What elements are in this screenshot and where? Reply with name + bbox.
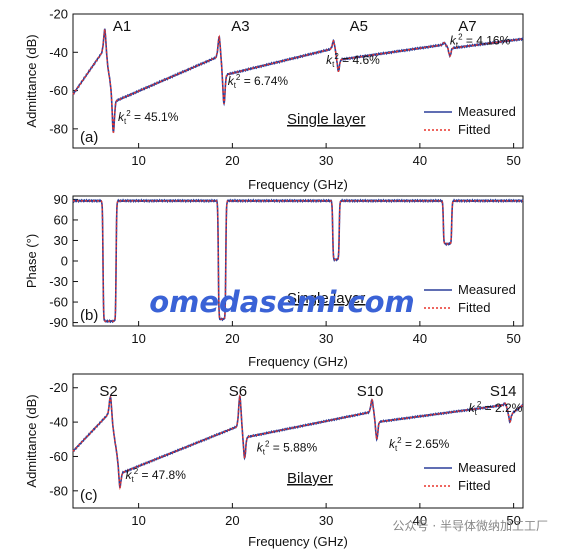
panel-a-xlabel: Frequency (GHz) — [248, 177, 348, 192]
mode-label: A5 — [350, 18, 368, 35]
y-tick-label: -30 — [49, 274, 68, 289]
mode-label: S10 — [357, 383, 384, 400]
panel-a-ylabel: Admittance (dB) — [24, 34, 39, 127]
x-tick-label: 30 — [319, 513, 333, 528]
panel-b-legend: Measured Fitted — [424, 282, 516, 315]
y-tick-label: -20 — [49, 380, 68, 395]
panel-c-frame — [72, 373, 524, 509]
panel-a: 10 20 30 40 50 -20 -40 -60 -80 A1 kt2 = 45.1% A3 kt… — [24, 7, 524, 192]
legend-measured-label: Measured — [458, 104, 516, 119]
panel-c-legend: Measured Fitted — [424, 460, 516, 493]
panel-a-fitted-line — [72, 29, 524, 134]
y-tick-label: -20 — [49, 7, 68, 22]
x-tick-label: 20 — [225, 331, 239, 346]
x-tick-label: 10 — [131, 513, 145, 528]
y-tick-label: -90 — [49, 315, 68, 330]
x-tick-label: 20 — [225, 153, 239, 168]
k2-annotation: kt2 = 2.2% — [469, 400, 523, 417]
y-tick-label: -40 — [49, 45, 68, 60]
panel-b-label: (b) — [80, 307, 98, 324]
x-tick-label: 40 — [413, 513, 427, 528]
watermark: omedasemi.com — [149, 285, 415, 319]
x-tick-label: 50 — [506, 331, 520, 346]
mode-label: S2 — [99, 383, 117, 400]
x-tick-label: 30 — [319, 153, 333, 168]
panel-a-frame — [72, 13, 524, 149]
k2-annotation: kt2 = 2.65% — [389, 436, 450, 453]
y-tick-label: -60 — [49, 83, 68, 98]
legend-fitted-label: Fitted — [458, 478, 491, 493]
legend-fitted-label: Fitted — [458, 300, 491, 315]
panel-a-legend: Measured Fitted — [424, 104, 516, 137]
k2-annotation: kt2 = 6.74% — [228, 73, 289, 90]
k2-annotation: kt2 = 45.1% — [118, 109, 179, 126]
panel-b-fitted-line — [73, 200, 523, 322]
mode-label: S6 — [229, 383, 247, 400]
y-tick-label: 30 — [54, 233, 68, 248]
y-tick-label: 90 — [54, 192, 68, 207]
mode-label: A1 — [113, 18, 131, 35]
panel-b-xlabel: Frequency (GHz) — [248, 354, 348, 369]
panel-c-title: Bilayer — [287, 470, 333, 487]
y-tick-label: -80 — [49, 483, 68, 498]
x-tick-label: 40 — [413, 153, 427, 168]
x-tick-label: 30 — [319, 331, 333, 346]
watermark-secondary: 公众号 · 半导体微纳加工工厂 — [393, 519, 548, 533]
y-tick-label: 60 — [54, 212, 68, 227]
legend-measured-label: Measured — [458, 282, 516, 297]
x-tick-label: 40 — [413, 331, 427, 346]
y-tick-label: -60 — [49, 449, 68, 464]
k2-annotation: kt2 = 5.88% — [257, 439, 318, 456]
mode-label: A7 — [458, 18, 476, 35]
y-tick-label: 0 — [61, 254, 68, 269]
panel-a-title: Single layer — [287, 111, 365, 128]
legend-measured-label: Measured — [458, 460, 516, 475]
y-tick-label: -40 — [49, 415, 68, 430]
panel-c-xlabel: Frequency (GHz) — [248, 534, 348, 549]
mode-label: A3 — [231, 18, 249, 35]
x-tick-label: 10 — [131, 153, 145, 168]
panel-c-measured-line — [72, 394, 524, 489]
panel-b-title: Single layer — [287, 290, 365, 307]
x-tick-label: 50 — [506, 153, 520, 168]
k2-annotation: kt2 = 4.6% — [326, 52, 380, 69]
panel-c-label: (c) — [80, 487, 98, 504]
panel-c-ylabel: Admittance (dB) — [24, 394, 39, 487]
k2-annotation: kt2 = 4.16% — [450, 33, 511, 50]
panel-b-ylabel: Phase (°) — [24, 234, 39, 288]
y-tick-label: -60 — [49, 295, 68, 310]
x-tick-label: 10 — [131, 331, 145, 346]
panel-c: 10 20 30 40 50 -20 -40 -60 -80 S2 kt2 = 47.8% S6 kt… — [24, 373, 524, 549]
panel-b: 10 20 30 40 50 90 60 30 0 -30 -60 -90 (b) Single la… — [24, 192, 524, 369]
k2-annotation: kt2 = 47.8% — [126, 467, 187, 484]
mode-label: S14 — [490, 383, 517, 400]
panel-a-label: (a) — [80, 129, 98, 146]
y-tick-label: -80 — [49, 121, 68, 136]
x-tick-label: 20 — [225, 513, 239, 528]
x-tick-label: 50 — [506, 513, 520, 528]
legend-fitted-label: Fitted — [458, 122, 491, 137]
